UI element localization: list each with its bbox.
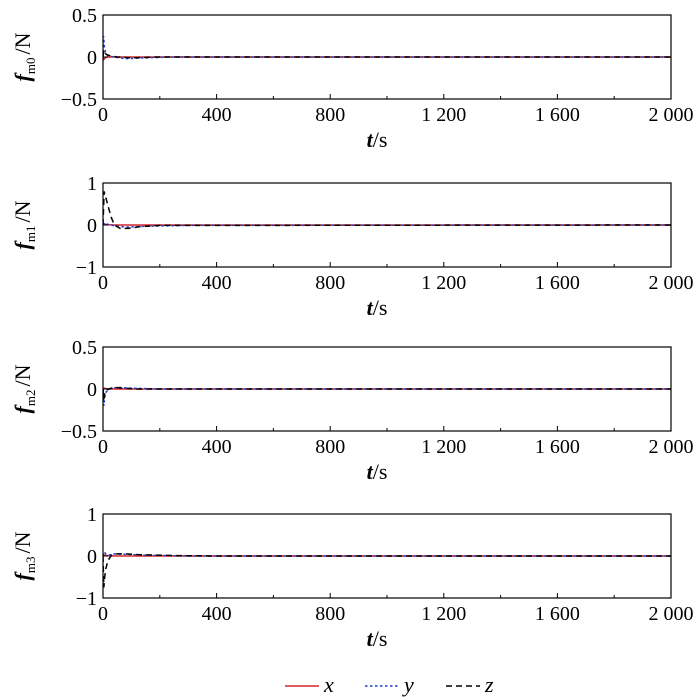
y-axis-symbol: f bbox=[10, 239, 35, 249]
y-axis-symbol: f bbox=[10, 71, 35, 81]
y-tick-label: −0.5 bbox=[61, 89, 97, 111]
series-line-z bbox=[103, 50, 671, 59]
x-tick-label: 800 bbox=[315, 436, 345, 458]
legend: x y z bbox=[285, 672, 494, 697]
x-axis-unit: /s bbox=[373, 459, 388, 484]
series-group bbox=[103, 550, 671, 588]
y-tick-label: 0.5 bbox=[72, 337, 97, 359]
x-tick-label: 0 bbox=[98, 104, 108, 126]
x-tick-label: 800 bbox=[315, 603, 345, 625]
y-axis-unit: /N bbox=[10, 531, 35, 553]
x-tick-label: 0 bbox=[98, 603, 108, 625]
legend-label: x bbox=[323, 672, 334, 697]
x-tick-label: 2 000 bbox=[649, 603, 694, 625]
y-tick-label: 0 bbox=[87, 215, 97, 237]
y-axis-label: fm2/N bbox=[10, 364, 38, 413]
y-tick-label: 0.5 bbox=[72, 5, 97, 27]
x-axis-unit: /s bbox=[373, 127, 388, 152]
series-line-z bbox=[103, 553, 671, 588]
x-tick-label: 800 bbox=[315, 272, 345, 294]
x-tick-label: 1 200 bbox=[421, 104, 466, 126]
series-line-z bbox=[103, 191, 671, 230]
y-axis-unit: /N bbox=[10, 200, 35, 222]
y-axis-label: fm0/N bbox=[10, 32, 38, 81]
x-tick-label: 1 600 bbox=[535, 272, 580, 294]
y-axis-unit: /N bbox=[10, 32, 35, 54]
series-line-y bbox=[103, 35, 671, 60]
y-tick-label: −0.5 bbox=[61, 421, 97, 443]
series-line-z bbox=[103, 386, 671, 400]
y-axis-unit: /N bbox=[10, 364, 35, 386]
x-axis-unit: /s bbox=[373, 295, 388, 320]
series-line-y bbox=[103, 550, 671, 557]
x-tick-label: 400 bbox=[202, 436, 232, 458]
legend-label: y bbox=[402, 672, 414, 697]
x-axis-unit: /s bbox=[373, 626, 388, 651]
x-tick-label: 1 600 bbox=[535, 603, 580, 625]
y-tick-label: 0 bbox=[87, 379, 97, 401]
x-tick-label: 0 bbox=[98, 436, 108, 458]
y-tick-label: 1 bbox=[87, 504, 97, 526]
y-tick-label: 1 bbox=[87, 173, 97, 195]
series-group bbox=[103, 191, 671, 230]
y-axis-subscript: m2 bbox=[23, 390, 38, 407]
x-tick-label: 400 bbox=[202, 603, 232, 625]
y-tick-label: −1 bbox=[76, 257, 97, 279]
x-tick-label: 2 000 bbox=[649, 272, 694, 294]
x-axis-label: t/s bbox=[367, 295, 388, 320]
x-tick-label: 400 bbox=[202, 272, 232, 294]
x-axis-symbol: t bbox=[367, 626, 374, 651]
x-tick-label: 400 bbox=[202, 104, 232, 126]
x-axis-symbol: t bbox=[367, 459, 374, 484]
series-group bbox=[103, 35, 671, 62]
x-tick-label: 1 600 bbox=[535, 104, 580, 126]
y-axis-label: fm1/N bbox=[10, 200, 38, 249]
y-axis-symbol: f bbox=[10, 570, 35, 580]
legend-entry-z: z bbox=[446, 672, 494, 697]
y-tick-label: 0 bbox=[87, 47, 97, 69]
x-tick-label: 0 bbox=[98, 272, 108, 294]
y-axis-subscript: m1 bbox=[23, 226, 38, 243]
legend-entry-y: y bbox=[365, 672, 414, 697]
x-tick-label: 2 000 bbox=[649, 104, 694, 126]
series-group bbox=[103, 386, 671, 406]
x-axis-label: t/s bbox=[367, 127, 388, 152]
y-axis-subscript: m0 bbox=[23, 58, 38, 75]
x-axis-label: t/s bbox=[367, 459, 388, 484]
x-tick-label: 1 200 bbox=[421, 436, 466, 458]
x-axis-label: t/s bbox=[367, 626, 388, 651]
series-line-y bbox=[103, 386, 671, 406]
x-tick-label: 1 200 bbox=[421, 603, 466, 625]
y-axis-subscript: m3 bbox=[23, 557, 38, 574]
y-axis-symbol: f bbox=[10, 403, 35, 413]
x-tick-label: 1 200 bbox=[421, 272, 466, 294]
x-axis-symbol: t bbox=[367, 295, 374, 320]
x-tick-label: 1 600 bbox=[535, 436, 580, 458]
x-tick-label: 800 bbox=[315, 104, 345, 126]
legend-label: z bbox=[484, 672, 494, 697]
y-tick-label: 0 bbox=[87, 546, 97, 568]
y-tick-label: −1 bbox=[76, 588, 97, 610]
x-axis-symbol: t bbox=[367, 127, 374, 152]
legend-entry-x: x bbox=[285, 672, 334, 697]
y-axis-label: fm3/N bbox=[10, 531, 38, 580]
x-tick-label: 2 000 bbox=[649, 436, 694, 458]
